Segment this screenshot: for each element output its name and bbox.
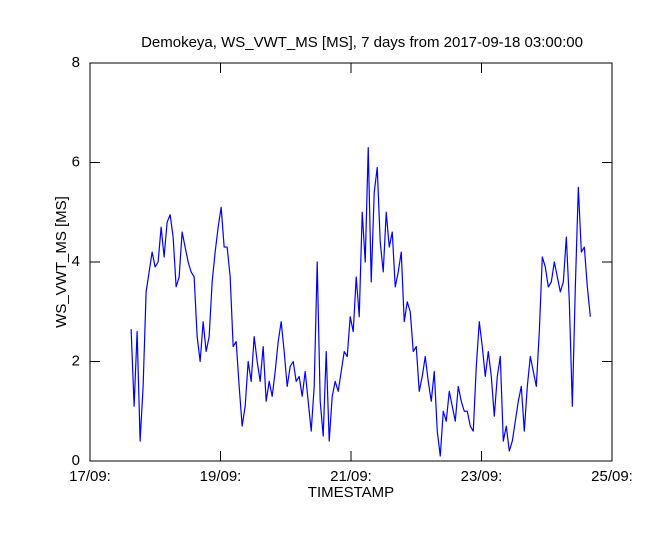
y-tick-label: 8 xyxy=(72,54,80,71)
y-axis-label: WS_VWT_MS [MS] xyxy=(53,196,70,328)
y-tick-label: 4 xyxy=(72,253,80,270)
x-tick-label: 25/09: xyxy=(591,468,633,485)
x-tick-label: 21/09: xyxy=(330,468,372,485)
x-tick-label: 19/09: xyxy=(200,468,242,485)
chart-title: Demokeya, WS_VWT_MS [MS], 7 days from 20… xyxy=(141,34,583,51)
x-tick-label: 17/09: xyxy=(69,468,111,485)
data-line xyxy=(130,146,591,457)
y-tick-label: 6 xyxy=(72,153,80,170)
x-axis-label: TIMESTAMP xyxy=(308,484,394,501)
y-tick-label: 0 xyxy=(72,452,80,469)
x-tick-label: 23/09: xyxy=(461,468,503,485)
y-tick-label: 2 xyxy=(72,352,80,369)
